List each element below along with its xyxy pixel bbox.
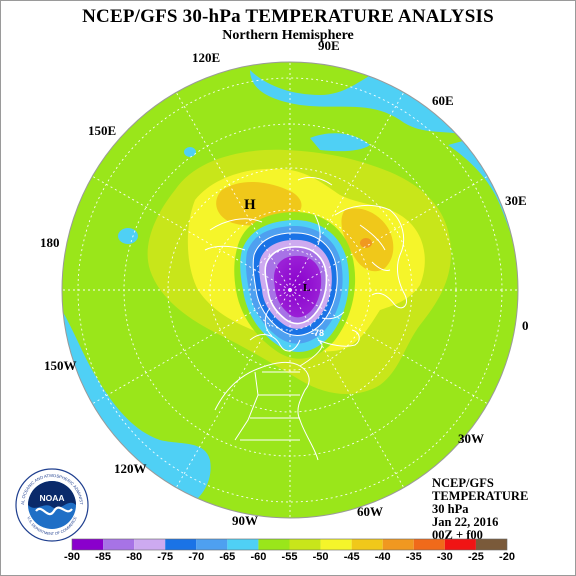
colorbar-segment (258, 539, 290, 550)
lon-label-0: 0 (522, 318, 529, 333)
lon-label-180: 180 (40, 235, 60, 250)
colorbar-tick-label: -85 (95, 551, 112, 563)
lon-label-120e: 120E (192, 50, 221, 65)
colorbar-segment (289, 539, 321, 550)
noaa-logo-text: NOAA (39, 493, 64, 503)
colorbar-tick-label: -35 (405, 551, 422, 563)
cyan-patch-mid (310, 133, 370, 152)
colorbar-tick-label: -40 (374, 551, 391, 563)
colorbar-segment (72, 539, 104, 550)
colorbar-segment (103, 539, 135, 550)
colorbar-segment (351, 539, 383, 550)
chart-title: NCEP/GFS 30-hPa TEMPERATURE ANALYSIS (82, 6, 494, 27)
lon-label-60w: 60W (357, 504, 383, 519)
info-date: Jan 22, 2016 (432, 515, 499, 529)
colorbar-segment (134, 539, 166, 550)
colorbar-segment (444, 539, 476, 550)
colorbar-tick-label: -80 (126, 551, 143, 563)
colorbar-tick-label: -50 (312, 551, 329, 563)
info-level: 30 hPa (432, 502, 469, 516)
cyan-spot-1 (118, 228, 138, 244)
lon-label-60e: 60E (432, 93, 454, 108)
info-model: NCEP/GFS (432, 476, 494, 490)
coastlines (204, 177, 408, 461)
colorbar-segment (320, 539, 352, 550)
colorbar-tick-label: -25 (467, 551, 484, 563)
lon-label-30w: 30W (458, 431, 484, 446)
colorbar-outline (71, 538, 508, 551)
colorbar-tick-label: -20 (499, 551, 515, 563)
colorbar-segment (227, 539, 259, 550)
colorbar-tick-label: -70 (188, 551, 205, 563)
lon-label-150w: 150W (44, 358, 77, 373)
lon-label-120w: 120W (114, 461, 147, 476)
colorbar-tick-label: -60 (250, 551, 267, 563)
low-marker: L (303, 282, 310, 294)
colorbar-tick-label: -55 (281, 551, 298, 563)
colorbar-segment (382, 539, 414, 550)
lon-label-150e: 150E (88, 123, 117, 138)
contour-label: -78 (311, 328, 324, 338)
info-block: NCEP/GFS TEMPERATURE 30 hPa Jan 22, 2016… (432, 477, 528, 542)
colorbar-segment (196, 539, 228, 550)
colorbar-segment (413, 539, 445, 550)
colorbar-tick-label: -90 (64, 551, 80, 563)
noaa-logo: NOAA NATIONAL OCEANIC AND ATMOSPHERIC AD… (14, 467, 89, 542)
lon-label-90e: 90E (318, 38, 340, 53)
info-forecast-hour: 00Z + f00 (432, 528, 483, 542)
lon-label-90w: 90W (232, 513, 258, 528)
disk-outline (61, 61, 519, 519)
graticule (62, 62, 518, 518)
colorbar-tick-label: -75 (157, 551, 174, 563)
band-minus90-core (274, 255, 322, 318)
chart-subtitle: Northern Hemisphere (222, 28, 354, 43)
cyan-spot-2 (184, 147, 196, 157)
colorbar-segment (165, 539, 197, 550)
contour-lines (252, 232, 338, 336)
high-marker: H (244, 197, 256, 213)
colorbar (71, 538, 508, 551)
colorbar-tick-label: -65 (219, 551, 236, 563)
lon-label-30e: 30E (505, 193, 527, 208)
colorbar-tick-label: -45 (343, 551, 360, 563)
colorbar-segment (475, 539, 507, 550)
band-minus40-east (360, 238, 372, 248)
info-variable: TEMPERATURE (432, 489, 529, 503)
colorbar-tick-label: -30 (436, 551, 453, 563)
